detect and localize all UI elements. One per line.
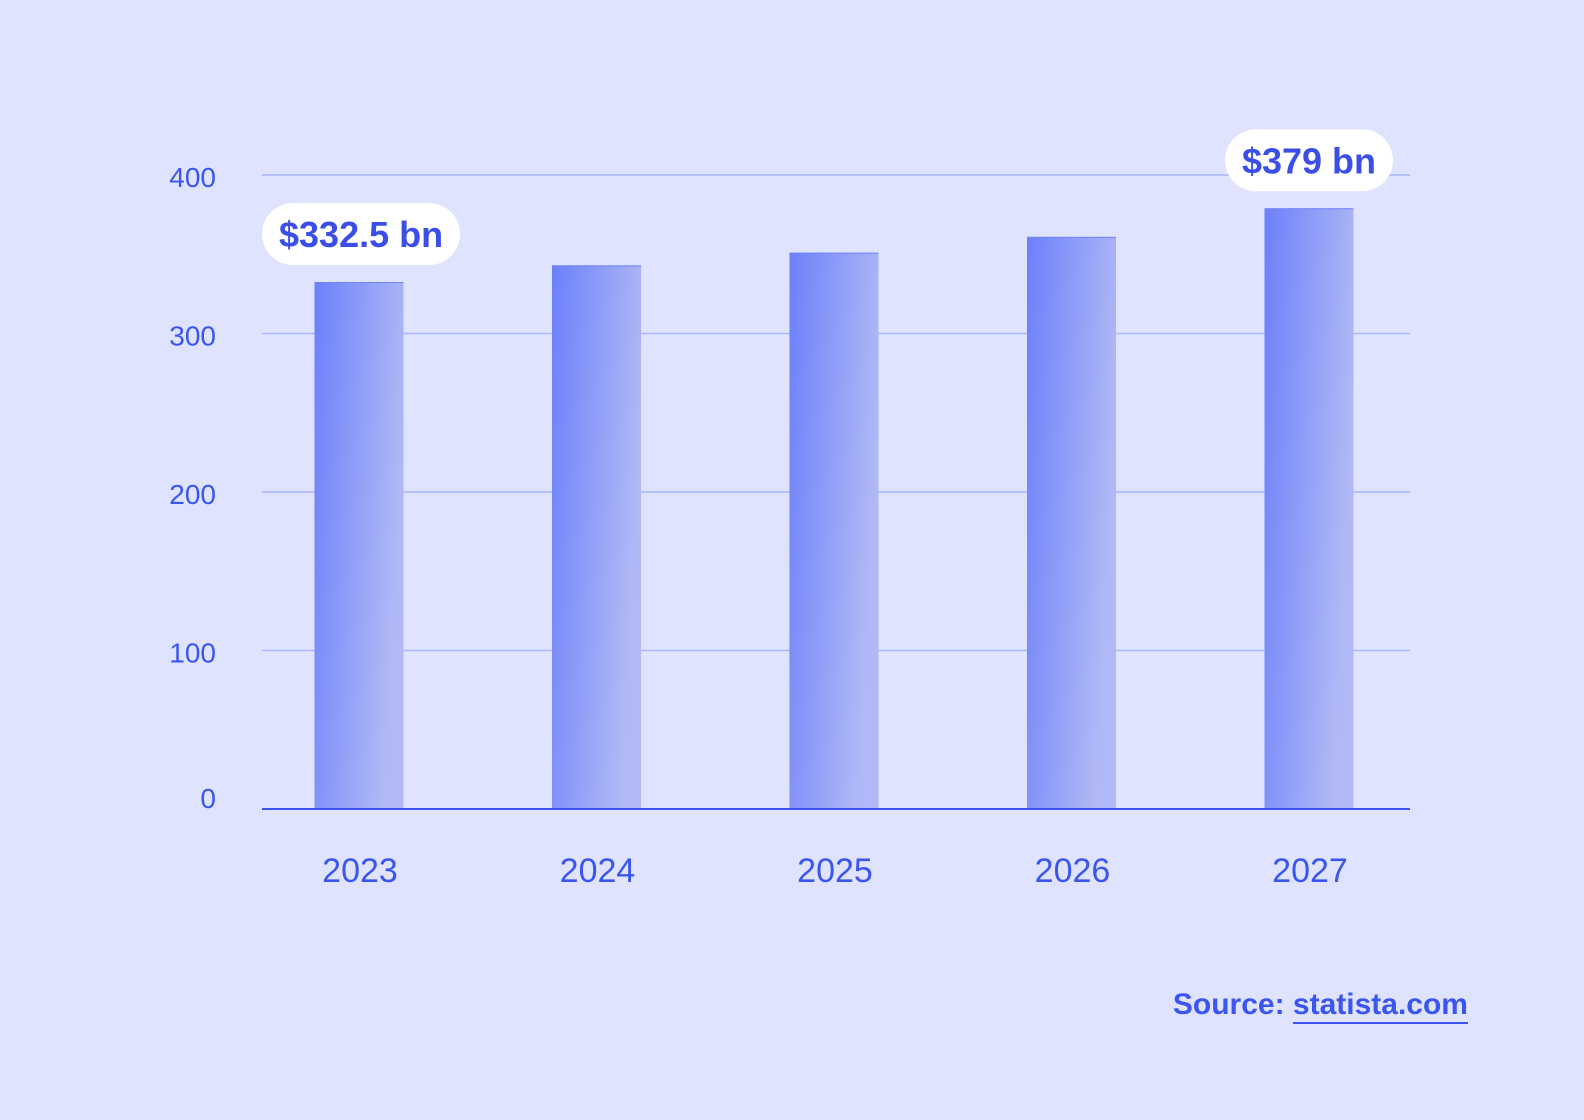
callouts: $332.5 bn $379 bn xyxy=(262,129,1394,265)
callout-label: $379 bn xyxy=(1242,140,1376,181)
bar-2027 xyxy=(1264,208,1354,809)
source-label: Source: xyxy=(1172,988,1285,1021)
value-callout-2023: $332.5 bn xyxy=(262,202,461,265)
x-tick-label: 2024 xyxy=(560,852,636,890)
bar-2023 xyxy=(314,281,404,809)
bars xyxy=(314,208,1354,810)
source-link[interactable]: statista.com xyxy=(1292,988,1468,1021)
bar-2024 xyxy=(552,265,641,810)
y-tick-label: 300 xyxy=(169,321,216,352)
x-tick-label: 2027 xyxy=(1272,852,1348,890)
value-callout-2027: $379 bn xyxy=(1224,129,1394,192)
bar-2026 xyxy=(1027,236,1116,809)
source-note: Source: statista.com xyxy=(1173,988,1468,1022)
y-tick-label: 0 xyxy=(200,783,216,814)
y-axis: 0 100 200 300 400 xyxy=(169,162,216,814)
x-axis: 2023 2024 2025 2026 2027 xyxy=(322,852,1348,890)
y-tick-label: 200 xyxy=(169,479,216,510)
y-tick-label: 400 xyxy=(169,162,216,193)
callout-bubble xyxy=(262,202,461,265)
x-tick-label: 2023 xyxy=(322,852,398,890)
x-tick-label: 2026 xyxy=(1035,852,1111,890)
callout-bubble xyxy=(1224,129,1394,192)
x-tick-label: 2025 xyxy=(797,852,873,890)
bar-2025 xyxy=(789,252,879,810)
callout-label: $332.5 bn xyxy=(279,214,443,255)
y-tick-label: 100 xyxy=(169,638,216,669)
